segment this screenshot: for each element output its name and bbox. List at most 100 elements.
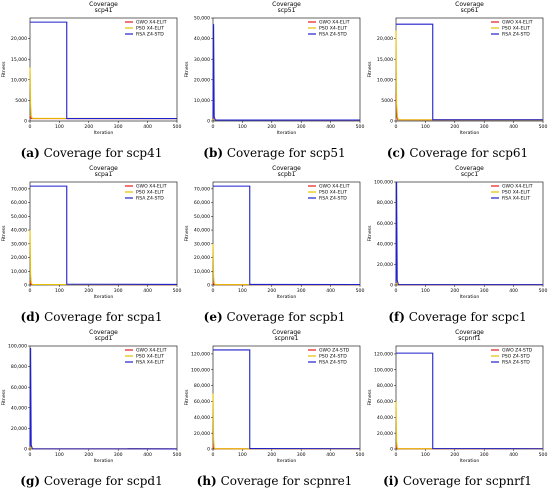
- y-axis-label: Fitness: [1, 389, 7, 406]
- chart-title: Coverage: [89, 329, 118, 336]
- x-axis-label: Iteration: [460, 458, 480, 464]
- x-tick-label: 400: [509, 452, 518, 458]
- x-tick-label: 100: [55, 124, 64, 130]
- y-tick-label: 20,000: [377, 431, 393, 437]
- series-line: [212, 243, 361, 286]
- x-tick-label: 0: [212, 124, 215, 130]
- x-tick-label: 200: [450, 288, 459, 294]
- caption-text: Coverage for scpd1: [40, 474, 163, 488]
- legend-entry: RSA X4-ELIT: [502, 196, 530, 202]
- figure-caption: (i) Coverage for scpnrf1: [366, 474, 549, 488]
- chart-subtitle: scpnrf1: [458, 335, 481, 342]
- x-tick-label: 200: [267, 452, 276, 458]
- x-tick-label: 300: [114, 124, 123, 130]
- y-tick-label: 30,000: [194, 241, 210, 247]
- x-tick-label: 400: [326, 288, 335, 294]
- series-line: [212, 393, 361, 450]
- y-tick-label: 20,000: [194, 77, 210, 83]
- caption-text: Coverage for scpc1: [404, 310, 527, 324]
- series-line: [29, 230, 178, 286]
- caption-text: Coverage for scp41: [39, 146, 163, 160]
- figure-caption: (d) Coverage for scpa1: [0, 310, 183, 324]
- chart-title: Coverage: [89, 165, 118, 172]
- y-axis-label: Fitness: [1, 225, 7, 242]
- x-tick-label: 400: [143, 452, 152, 458]
- caption-text: Coverage for scpa1: [40, 310, 163, 324]
- x-axis-label: Iteration: [460, 130, 480, 136]
- y-tick-label: 80,000: [377, 200, 393, 206]
- x-axis-label: Iteration: [94, 294, 114, 300]
- series-line: [212, 24, 360, 121]
- legend-entry: RSA Z4-STD: [319, 360, 347, 366]
- x-tick-label: 0: [395, 452, 398, 458]
- x-tick-label: 500: [356, 288, 365, 294]
- x-tick-label: 200: [450, 452, 459, 458]
- y-tick-label: 60,000: [11, 385, 27, 391]
- chart-subtitle: scpb1: [278, 171, 296, 178]
- y-tick-label: 40,000: [11, 228, 27, 234]
- y-tick-label: 20,000: [194, 431, 210, 437]
- y-tick-label: 40,000: [194, 415, 210, 421]
- x-tick-label: 300: [297, 124, 306, 130]
- legend-entry: RSA Z4-STD: [319, 32, 347, 38]
- caption-letter: (f): [388, 310, 405, 324]
- x-tick-label: 500: [173, 452, 182, 458]
- y-tick-label: 40,000: [194, 228, 210, 234]
- caption-letter: (b): [203, 146, 224, 160]
- chart-title: Coverage: [89, 1, 118, 8]
- x-tick-label: 100: [421, 288, 430, 294]
- y-tick-label: 80,000: [377, 383, 393, 389]
- legend-entry: GWO X4-ELIT: [502, 20, 533, 26]
- y-tick-label: 20,000: [194, 255, 210, 261]
- chart-panel: Coverage scp41 0 100 200 300 400 500 0 5000 10,000…: [0, 0, 183, 164]
- chart-subtitle: scpd1: [95, 335, 113, 342]
- y-tick-label: 0: [24, 447, 27, 453]
- legend-entry: GWO X4-ELIT: [136, 20, 167, 26]
- caption-text: Coverage for scp61: [405, 146, 529, 160]
- y-tick-label: 50,000: [194, 16, 210, 22]
- y-tick-label: 120,000: [374, 352, 393, 358]
- chart-subtitle: scp61: [461, 7, 479, 14]
- y-tick-label: 100,000: [374, 180, 393, 186]
- x-axis-label: Iteration: [277, 294, 297, 300]
- chart-subtitle: scpa1: [95, 171, 113, 178]
- y-tick-label: 0: [390, 283, 393, 289]
- chart-subtitle: scp51: [278, 7, 296, 14]
- y-tick-label: 10,000: [377, 77, 393, 83]
- y-axis-label: Fitness: [184, 61, 190, 78]
- y-tick-label: 100,000: [374, 367, 393, 373]
- chart-panel: Coverage scpnrf1 0 100 200 300 400 500 0 20,000 40…: [366, 328, 549, 492]
- caption-letter: (e): [203, 310, 223, 324]
- y-tick-label: 5000: [381, 98, 393, 104]
- chart-panel: Coverage scpb1 0 100 200 300 400 500 0 10,000 20,0…: [183, 164, 366, 328]
- y-axis-label: Fitness: [367, 225, 373, 242]
- series-line: [212, 108, 361, 121]
- y-tick-label: 40,000: [377, 415, 393, 421]
- x-tick-label: 100: [55, 452, 64, 458]
- legend-entry: PSO X4-ELIT: [136, 190, 164, 196]
- legend-entry: GWO Z4-STD: [502, 348, 533, 354]
- caption-letter: (d): [20, 310, 41, 324]
- y-tick-label: 20,000: [11, 255, 27, 261]
- legend-entry: RSA Z4-STD: [136, 32, 164, 38]
- y-tick-label: 15,000: [11, 57, 27, 63]
- legend-entry: PSO X4-ELIT: [502, 190, 530, 196]
- chart-panel: Coverage scpnre1 0 100 200 300 400 500 0 20,000 40…: [183, 328, 366, 492]
- chart-title: Coverage: [272, 1, 301, 8]
- x-tick-label: 100: [421, 452, 430, 458]
- x-axis-label: Iteration: [94, 458, 114, 464]
- x-tick-label: 100: [238, 288, 247, 294]
- y-tick-label: 40,000: [11, 405, 27, 411]
- series-line: [395, 401, 544, 450]
- x-tick-label: 300: [114, 288, 123, 294]
- x-axis-label: Iteration: [94, 130, 114, 136]
- series-line: [29, 67, 178, 120]
- x-tick-label: 200: [84, 288, 93, 294]
- y-tick-label: 100,000: [191, 367, 210, 373]
- figure-caption: (g) Coverage for scpd1: [0, 474, 183, 488]
- y-tick-label: 60,000: [377, 399, 393, 405]
- y-tick-label: 80,000: [11, 364, 27, 370]
- legend-entry: GWO X4-ELIT: [319, 184, 350, 190]
